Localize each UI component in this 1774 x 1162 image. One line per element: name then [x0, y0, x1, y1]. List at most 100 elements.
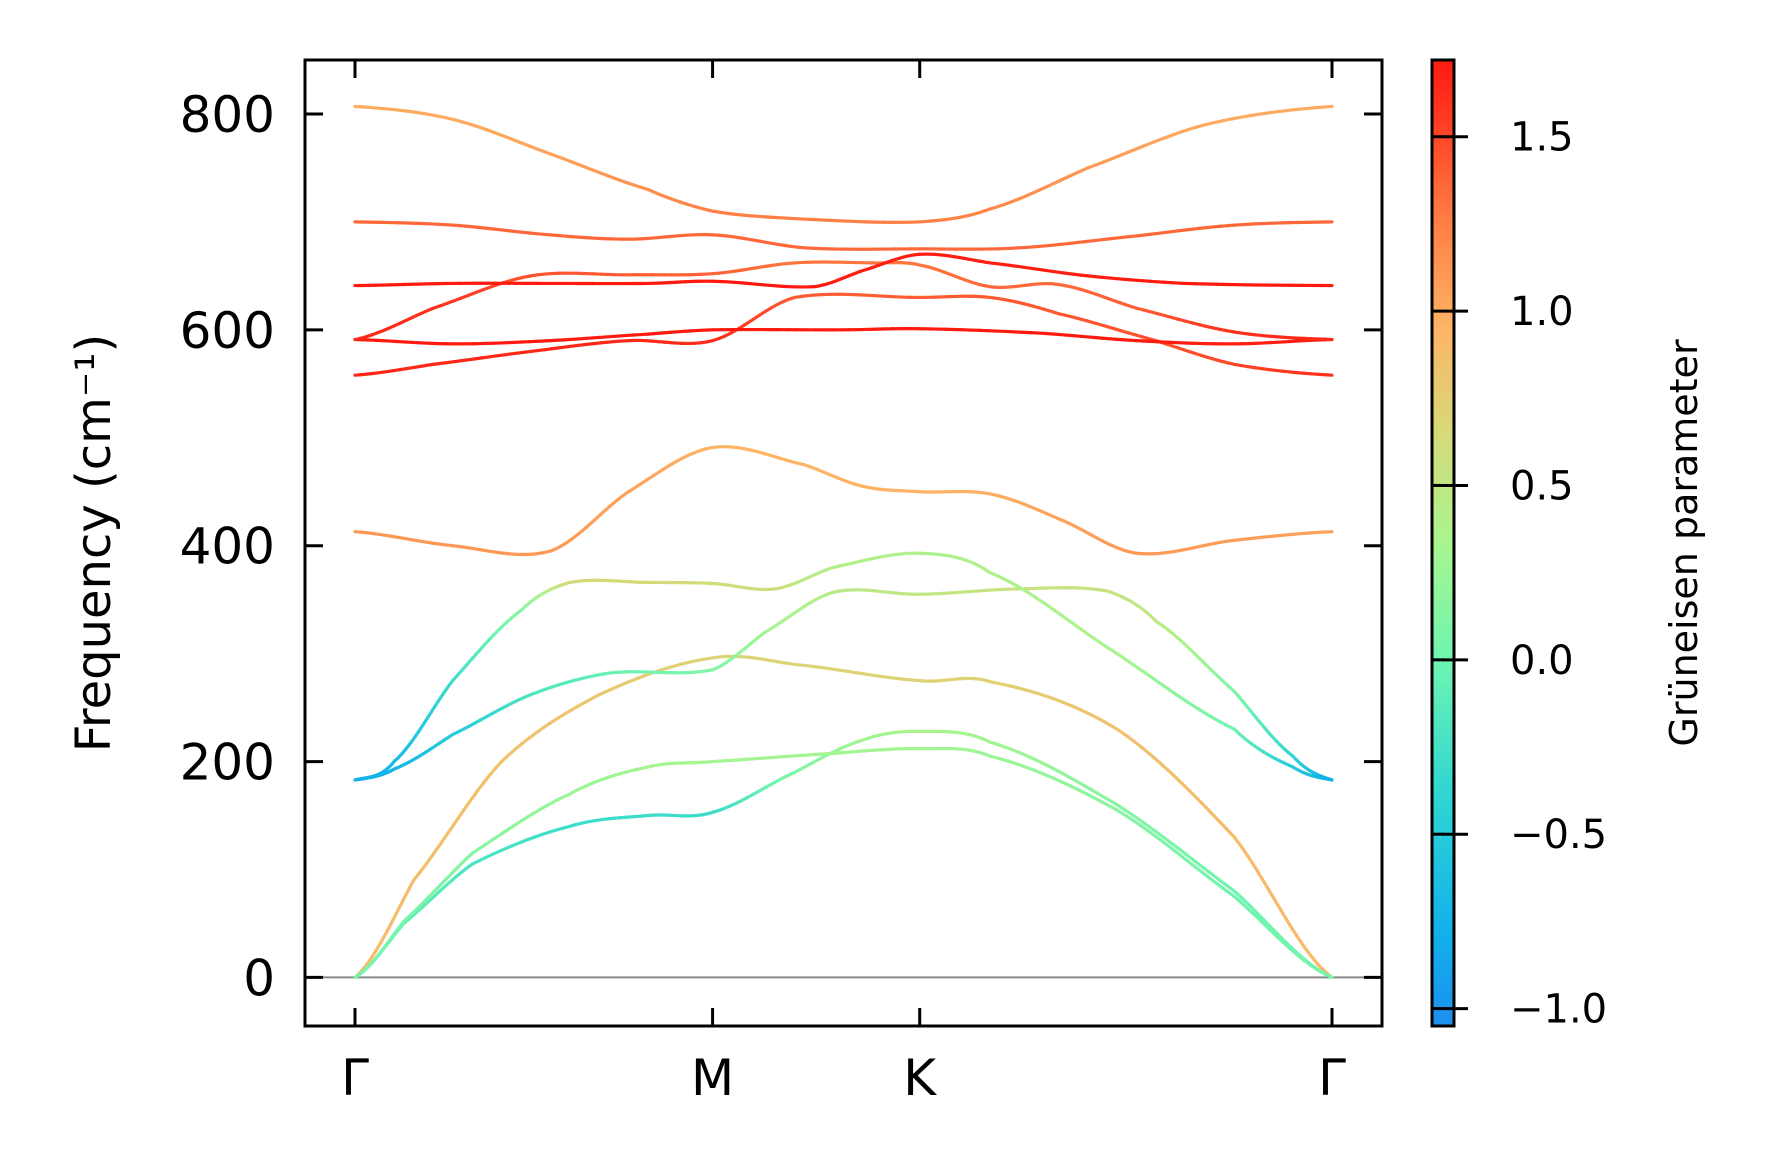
band-segment [462, 799, 472, 812]
band-segment [1024, 765, 1038, 773]
band-segment [449, 817, 460, 830]
band-segment [1182, 783, 1195, 796]
band-segment [1267, 888, 1278, 904]
plot-frame [303, 58, 1384, 1028]
band-segment [1215, 882, 1228, 893]
band-segment [1207, 876, 1220, 886]
band-segment [1302, 945, 1313, 958]
band-6 [353, 445, 1334, 557]
band-segment [1224, 826, 1236, 839]
band-3 [353, 746, 1334, 980]
band-segment [1061, 780, 1074, 789]
band-7 [353, 292, 1334, 377]
band-segment [1079, 782, 1092, 791]
band-segment [1079, 708, 1092, 716]
band-segment [1132, 663, 1144, 673]
band-segment [1051, 776, 1065, 784]
colorbar-tick-label: 0.5 [1510, 463, 1574, 509]
x-tick-label: M [691, 1049, 734, 1107]
band-segment [1115, 808, 1128, 817]
band-segment [1274, 931, 1285, 942]
band-segment [1246, 907, 1257, 918]
band-segment [1246, 902, 1257, 913]
band-segment [1140, 746, 1153, 757]
band-segment [1088, 633, 1101, 644]
y-tick-label: 200 [180, 734, 275, 792]
y-tick-label: 600 [180, 302, 275, 360]
band-segment [1274, 900, 1285, 916]
band-10 [353, 252, 1334, 289]
colorbar-tick-label: −1.0 [1510, 987, 1607, 1033]
band-segment [1033, 758, 1047, 766]
band-segment [1207, 870, 1220, 881]
x-tick-label: Γ [1318, 1049, 1346, 1107]
band-segment [1182, 856, 1195, 867]
band-2 [353, 729, 1334, 980]
band-segment [1042, 694, 1056, 701]
band-segment [1215, 817, 1228, 830]
band-segment [1199, 800, 1211, 813]
band-segment [1033, 595, 1047, 605]
band-segment [1024, 589, 1038, 599]
band-segment [418, 862, 428, 874]
band-segment [1260, 916, 1271, 928]
band-segment [1140, 824, 1153, 835]
band-segment [1097, 640, 1110, 650]
band-segment [1079, 627, 1092, 638]
band-segment [1224, 883, 1236, 893]
band-segment [1006, 579, 1019, 588]
band-segment [1088, 793, 1101, 802]
band-segment [1123, 808, 1136, 818]
band-segment [1165, 838, 1178, 849]
band-segment [1199, 869, 1211, 880]
band-segment [1097, 717, 1110, 726]
band-segment [1309, 954, 1320, 967]
band-segment [1106, 722, 1119, 731]
band-segment [455, 808, 466, 821]
band-segment [1190, 863, 1203, 873]
band-segment [487, 766, 497, 778]
band-segment [1190, 792, 1203, 804]
band-segment [1232, 835, 1243, 849]
band-segment [1295, 934, 1306, 949]
band-segment [1199, 708, 1211, 718]
band-segment [1015, 762, 1028, 769]
band-segment [1132, 739, 1144, 750]
band-segment [1316, 962, 1327, 974]
band-segment [1288, 923, 1299, 938]
band-segment [1199, 864, 1211, 874]
band-segment [430, 844, 441, 857]
band-segment [1157, 832, 1169, 842]
band-segment [1148, 675, 1161, 685]
band-segment [443, 826, 453, 839]
band-segment [1042, 601, 1056, 612]
y-axis-title: Frequency (cm⁻¹) [66, 334, 122, 752]
band-segment [1070, 704, 1083, 712]
band-segment [1015, 584, 1028, 594]
band-segment [1132, 819, 1144, 829]
band-segment [412, 870, 422, 882]
band-segment [1207, 809, 1220, 822]
colorbar: −1.0 −0.5 0.0 0.5 1.0 1.5 Grüneisen parameter [1430, 58, 1706, 1033]
y-tick-label: 400 [180, 518, 275, 576]
band-segment [1281, 912, 1292, 928]
band-lines [353, 104, 1334, 980]
band-segment [1123, 657, 1136, 667]
band-1 [353, 654, 1334, 980]
band-segment [1088, 712, 1101, 721]
band-segment [468, 790, 479, 803]
colorbar-ticks: −1.0 −0.5 0.0 0.5 1.0 1.5 [1432, 115, 1607, 1033]
band-segment [1239, 844, 1250, 859]
band-segment [1260, 877, 1271, 893]
band-segment [1140, 820, 1153, 830]
colorbar-tick-label: 0.0 [1510, 638, 1574, 684]
band-segment [988, 571, 1001, 579]
y-tick-label: 0 [243, 949, 275, 1007]
band-segment [1165, 843, 1178, 854]
colorbar-title: Grüneisen parameter [1662, 339, 1706, 747]
band-segment [1148, 753, 1161, 764]
band-segment [1061, 771, 1074, 781]
band-4 [353, 586, 1334, 782]
